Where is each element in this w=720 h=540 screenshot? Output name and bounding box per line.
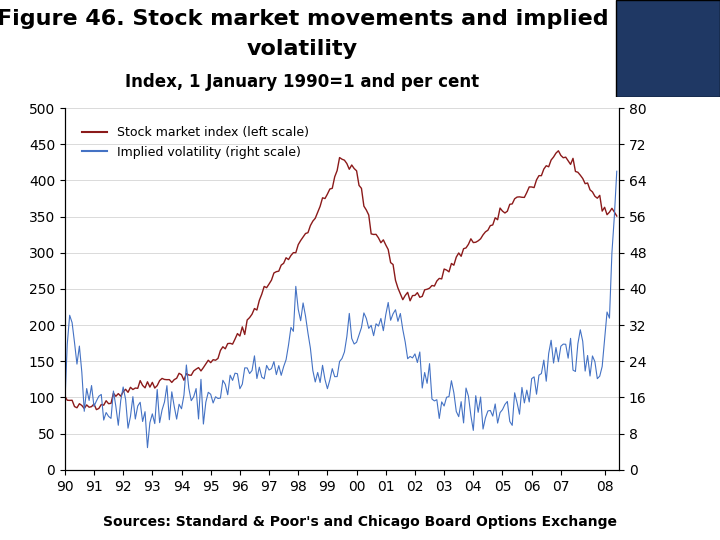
Text: Figure 46. Stock market movements and implied: Figure 46. Stock market movements and im… <box>0 9 608 30</box>
Legend: Stock market index (left scale), Implied volatility (right scale): Stock market index (left scale), Implied… <box>76 122 314 164</box>
Text: Index, 1 January 1990=1 and per cent: Index, 1 January 1990=1 and per cent <box>125 73 480 91</box>
Text: volatility: volatility <box>247 38 358 59</box>
FancyBboxPatch shape <box>616 0 720 97</box>
Text: Sources: Standard & Poor's and Chicago Board Options Exchange: Sources: Standard & Poor's and Chicago B… <box>103 515 617 529</box>
